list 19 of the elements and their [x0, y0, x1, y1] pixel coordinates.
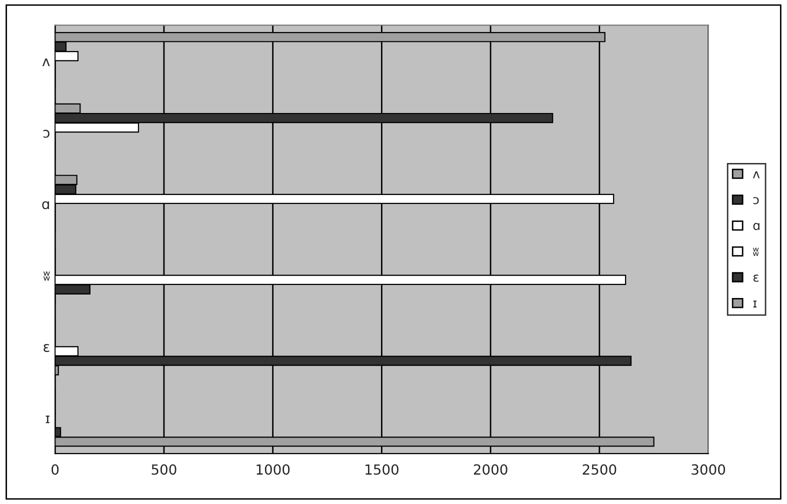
x-tick-label: 1000 [256, 464, 290, 475]
legend-label: ɔ [753, 197, 759, 204]
legend-label: ʌ [752, 171, 760, 178]
y-tick-label: ɔ [43, 130, 50, 138]
y-tick-label: ɛ [44, 344, 50, 352]
x-tick-label: 0 [52, 464, 59, 475]
legend-label: ɑ [753, 222, 760, 230]
y-tick-label: ʬ [43, 271, 50, 281]
legend-label: ʬ [752, 248, 759, 256]
x-tick-label: 2000 [474, 464, 508, 475]
y-tick-label: ɪ [46, 416, 50, 424]
x-tick-label: 2500 [582, 464, 616, 475]
legend-label: ɛ [753, 274, 759, 282]
y-tick-label: ʌ [42, 58, 50, 66]
x-tick-label: 500 [152, 464, 176, 475]
x-tick-label: 3000 [692, 464, 726, 475]
legend-label: ɪ [753, 300, 757, 308]
x-tick-label: 1500 [366, 464, 398, 475]
y-tick-label: ɑ [42, 201, 49, 210]
